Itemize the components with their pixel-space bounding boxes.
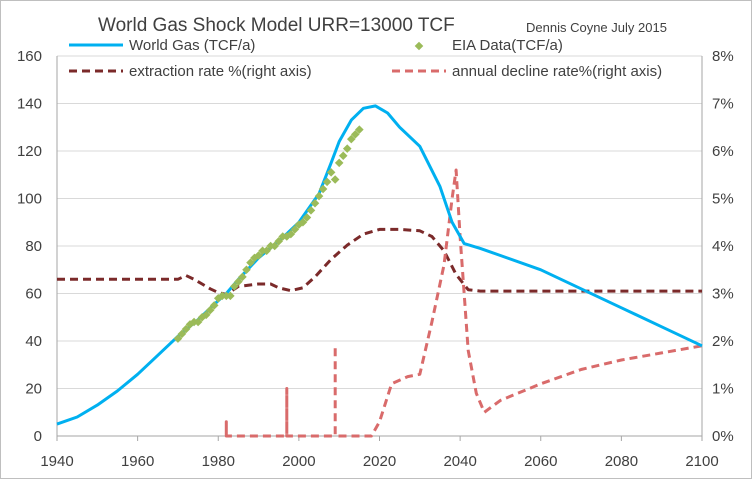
right-tick-label: 6% xyxy=(712,143,734,160)
right-tick-label: 1% xyxy=(712,381,734,398)
eia-data-point xyxy=(326,168,336,177)
eia-data-point xyxy=(346,134,356,144)
left-tick-label: 0 xyxy=(34,428,42,445)
eia-data-point xyxy=(290,225,300,234)
x-tick-label: 1980 xyxy=(202,453,235,470)
eia-data-point xyxy=(205,305,215,315)
eia-data-point xyxy=(314,191,324,201)
right-tick-label: 2% xyxy=(712,333,734,350)
right-tick-label: 0% xyxy=(712,428,734,445)
eia-data-point xyxy=(246,258,255,267)
eia-data-point xyxy=(270,241,279,251)
eia-data-point xyxy=(306,206,316,215)
eia-data-point xyxy=(322,177,332,187)
legend-label-extraction-rate-right-axis: extraction rate %(right axis) xyxy=(129,63,312,80)
eia-data-point xyxy=(351,130,360,139)
x-tick-label: 2080 xyxy=(605,453,638,470)
eia-data-point xyxy=(250,253,259,263)
left-tick-label: 140 xyxy=(17,96,42,113)
left-tick-label: 120 xyxy=(17,143,42,160)
chart-credit: Dennis Coyne July 2015 xyxy=(526,20,667,35)
eia-data-point xyxy=(201,310,211,320)
left-tick-label: 160 xyxy=(17,48,42,65)
eia-data-point xyxy=(226,291,235,301)
world-gas-tcf-a-line xyxy=(56,104,703,426)
plot-area xyxy=(56,104,703,438)
eia-data-point xyxy=(286,229,296,239)
eia-data-point xyxy=(230,282,239,291)
right-tick-label: 7% xyxy=(712,96,734,113)
eia-data-point xyxy=(298,217,308,227)
left-axis-ticks: 0 20 40 60 80 100 120 140 160 xyxy=(17,48,42,445)
right-tick-label: 4% xyxy=(712,238,734,255)
eia-data-point xyxy=(242,265,251,275)
right-axis-ticks: 0% 1% 2% 3% 4% 5% 6% 7% 8% xyxy=(712,48,734,445)
axes xyxy=(56,56,703,441)
x-tick-label: 2060 xyxy=(524,453,557,470)
left-tick-label: 60 xyxy=(25,286,42,303)
x-tick-label: 1940 xyxy=(40,453,73,470)
eia-data-point xyxy=(177,329,187,339)
annual-decline-rate-right-axis-line xyxy=(224,168,703,438)
eia-data-point xyxy=(238,272,247,282)
eia-data-point xyxy=(193,317,203,327)
right-tick-label: 8% xyxy=(712,48,734,65)
chart-title: World Gas Shock Model URR=13000 TCF xyxy=(98,15,455,36)
eia-data-point xyxy=(342,144,352,153)
eia-data-point xyxy=(355,125,364,134)
x-tick-label: 2100 xyxy=(685,453,718,470)
eia-data-point xyxy=(330,175,340,184)
gridlines xyxy=(57,55,702,437)
right-tick-label: 5% xyxy=(712,191,734,208)
eia-data-point xyxy=(318,184,328,194)
legend-marker-eia-data-tcf-a xyxy=(414,41,424,51)
left-tick-label: 40 xyxy=(25,333,42,350)
extraction-rate-right-axis-line xyxy=(57,227,702,296)
left-tick-label: 20 xyxy=(25,381,42,398)
eia-data-point xyxy=(262,246,271,256)
right-tick-label: 3% xyxy=(712,286,734,303)
eia-data-point xyxy=(254,251,263,260)
eia-data-point xyxy=(338,151,348,161)
x-axis-ticks: 1940 1960 1980 2000 2020 2040 2060 2080 2100 xyxy=(40,453,718,470)
eia-data-point xyxy=(234,277,243,286)
legend-label-eia-data-tcf-a: EIA Data(TCF/a) xyxy=(452,37,563,54)
left-tick-label: 80 xyxy=(25,238,42,255)
legend: World Gas (TCF/a) EIA Data(TCF/a) extracti… xyxy=(69,37,662,80)
eia-data-point xyxy=(274,236,284,246)
x-tick-label: 2000 xyxy=(282,453,315,470)
eia-data-point xyxy=(209,301,219,310)
x-tick-label: 2020 xyxy=(363,453,396,470)
x-tick-label: 1960 xyxy=(121,453,154,470)
legend-label-world-gas-tcf-a: World Gas (TCF/a) xyxy=(129,37,255,54)
eia-data-point xyxy=(310,198,320,208)
eia-data-point xyxy=(334,158,344,168)
x-tick-label: 2040 xyxy=(443,453,476,470)
eia-data-point xyxy=(181,324,191,334)
eia-data-point xyxy=(173,334,183,343)
left-tick-label: 100 xyxy=(17,191,42,208)
legend-label-annual-decline-rate-right-axis: annual decline rate%(right axis) xyxy=(452,63,662,80)
eia-data-point xyxy=(302,213,312,222)
